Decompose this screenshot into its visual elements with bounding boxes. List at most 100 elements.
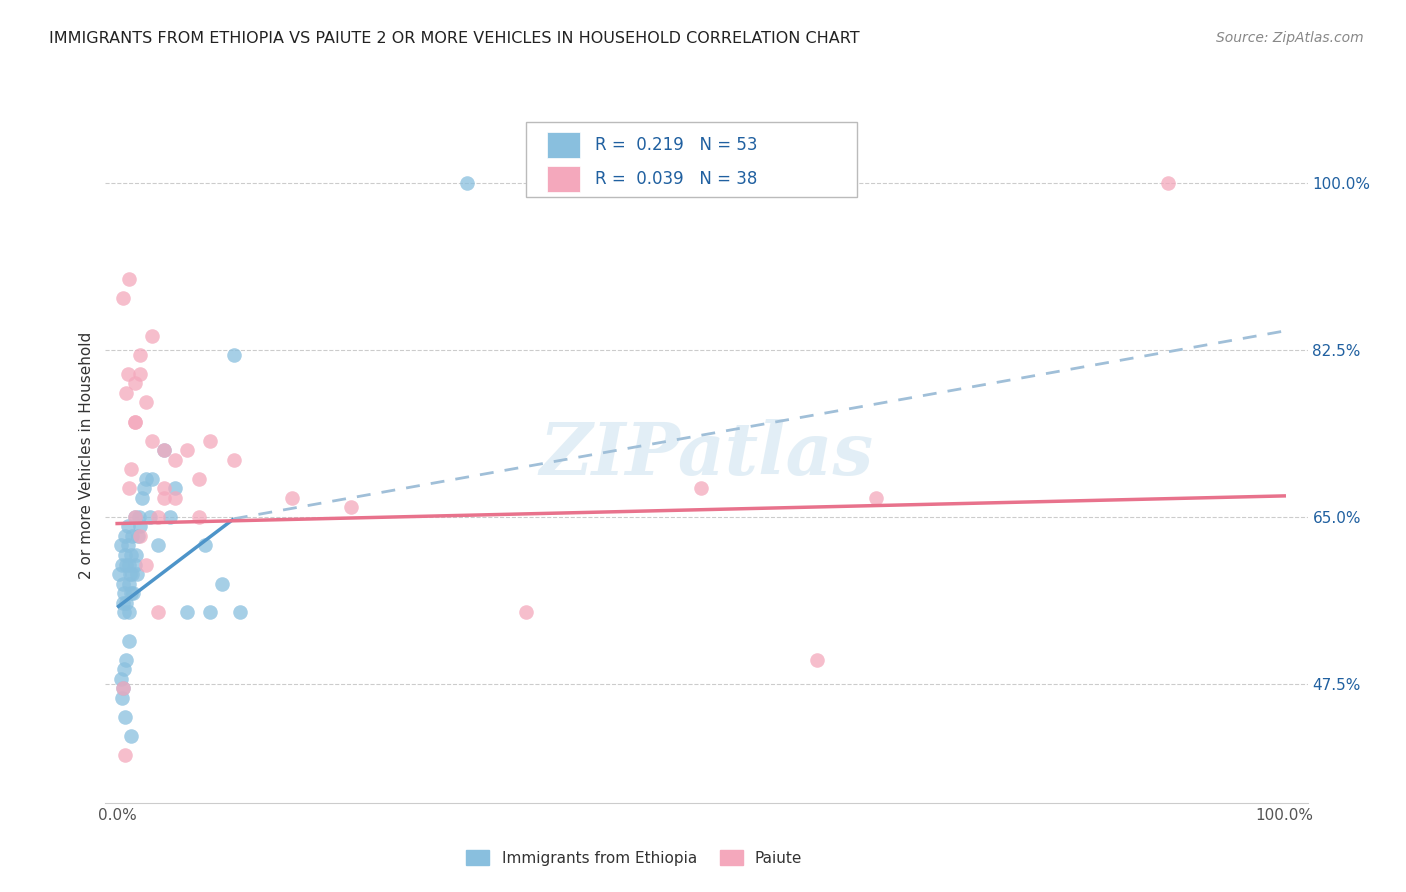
Point xyxy=(120,586,142,600)
Point xyxy=(153,443,176,458)
Point xyxy=(129,367,152,381)
Point xyxy=(176,605,198,619)
Point xyxy=(111,681,134,696)
FancyBboxPatch shape xyxy=(526,122,856,197)
Point xyxy=(139,509,162,524)
Point xyxy=(108,567,131,582)
Point xyxy=(114,529,136,543)
Point xyxy=(120,729,142,743)
Point xyxy=(200,605,222,619)
Point xyxy=(110,672,132,686)
Point xyxy=(124,415,146,429)
Text: R =  0.039   N = 38: R = 0.039 N = 38 xyxy=(595,170,756,188)
Point xyxy=(159,509,181,524)
Point xyxy=(118,576,141,591)
Point xyxy=(515,605,537,619)
Point xyxy=(187,472,209,486)
Point xyxy=(339,500,361,515)
Point xyxy=(222,452,245,467)
Point xyxy=(114,710,136,724)
Point xyxy=(110,539,132,553)
Point xyxy=(125,548,148,562)
Text: ZIPatlas: ZIPatlas xyxy=(540,419,873,491)
Point xyxy=(118,481,141,495)
Point xyxy=(128,509,150,524)
Text: Source: ZipAtlas.com: Source: ZipAtlas.com xyxy=(1216,31,1364,45)
Point xyxy=(115,596,138,610)
Point xyxy=(222,348,245,362)
Point xyxy=(135,395,157,409)
Point xyxy=(111,681,134,696)
Point xyxy=(141,434,163,448)
Point xyxy=(132,481,155,495)
Point xyxy=(865,491,887,505)
Point xyxy=(121,529,143,543)
Point xyxy=(135,558,157,572)
Point xyxy=(153,481,176,495)
Point xyxy=(194,539,217,553)
Point xyxy=(165,481,187,495)
Bar xyxy=(547,132,581,158)
Point xyxy=(127,529,149,543)
Point xyxy=(129,348,152,362)
Text: R =  0.219   N = 53: R = 0.219 N = 53 xyxy=(595,136,758,154)
Point xyxy=(131,491,153,505)
Point xyxy=(111,690,134,705)
Point xyxy=(124,376,146,391)
Point xyxy=(111,596,134,610)
Point xyxy=(117,367,139,381)
Point xyxy=(115,386,138,401)
Text: IMMIGRANTS FROM ETHIOPIA VS PAIUTE 2 OR MORE VEHICLES IN HOUSEHOLD CORRELATION C: IMMIGRANTS FROM ETHIOPIA VS PAIUTE 2 OR … xyxy=(49,31,860,46)
Point xyxy=(146,509,169,524)
Legend: Immigrants from Ethiopia, Paiute: Immigrants from Ethiopia, Paiute xyxy=(460,844,808,871)
Point xyxy=(121,567,143,582)
Point xyxy=(689,481,711,495)
Point xyxy=(118,567,141,582)
Point xyxy=(135,472,157,486)
Point xyxy=(117,539,139,553)
Point xyxy=(118,271,141,285)
Point xyxy=(153,491,176,505)
Point xyxy=(456,176,478,190)
Point xyxy=(141,472,163,486)
Point xyxy=(124,415,146,429)
Point xyxy=(228,605,250,619)
Point xyxy=(122,586,145,600)
Point xyxy=(118,605,141,619)
Point xyxy=(111,558,134,572)
Point xyxy=(114,748,136,763)
Point xyxy=(165,452,187,467)
Point xyxy=(129,519,152,533)
Point xyxy=(1156,176,1178,190)
Point xyxy=(124,558,146,572)
Bar xyxy=(547,166,581,193)
Point xyxy=(111,291,134,305)
Point xyxy=(176,443,198,458)
Point xyxy=(117,519,139,533)
Point xyxy=(281,491,304,505)
Point xyxy=(115,653,138,667)
Point xyxy=(120,548,142,562)
Point xyxy=(146,539,169,553)
Point xyxy=(120,462,142,476)
Point xyxy=(118,558,141,572)
Point xyxy=(141,328,163,343)
Point xyxy=(129,529,152,543)
Y-axis label: 2 or more Vehicles in Household: 2 or more Vehicles in Household xyxy=(79,331,94,579)
Point xyxy=(114,548,136,562)
Point xyxy=(118,633,141,648)
Point xyxy=(112,662,135,676)
Point xyxy=(146,605,169,619)
Point xyxy=(187,509,209,524)
Point xyxy=(153,443,176,458)
Point xyxy=(112,586,135,600)
Point xyxy=(211,576,233,591)
Point xyxy=(124,509,146,524)
Point xyxy=(124,509,146,524)
Point xyxy=(111,576,134,591)
Point xyxy=(200,434,222,448)
Point xyxy=(112,605,135,619)
Point xyxy=(115,558,138,572)
Point xyxy=(165,491,187,505)
Point xyxy=(806,653,828,667)
